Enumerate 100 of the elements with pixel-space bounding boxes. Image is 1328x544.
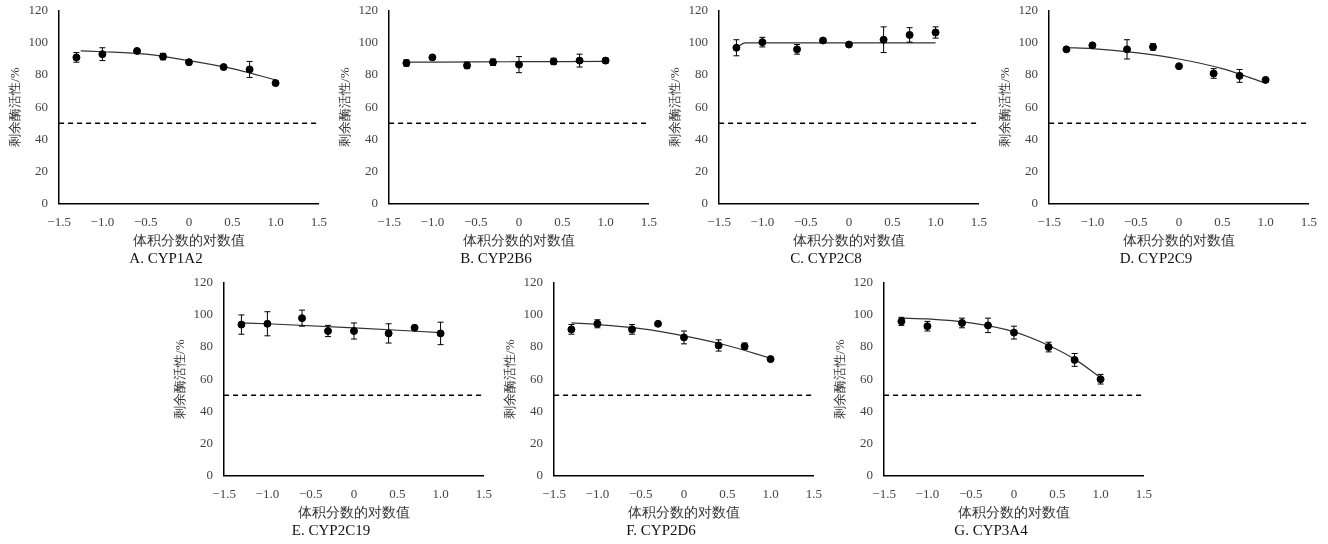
text: C. CYP2C8 [790, 249, 862, 266]
y-tick-label: 40 [860, 402, 874, 418]
y-tick-label: 80 [530, 338, 544, 354]
point [263, 319, 272, 328]
x-tick-label: 1.5 [475, 485, 492, 501]
x-tick-label: 1.0 [1092, 485, 1109, 501]
x-tick-label: 1.5 [310, 213, 327, 229]
x-axis-title: 体积分数的对数值 [297, 505, 410, 521]
y-tick-label: 20 [200, 434, 214, 450]
point [410, 323, 419, 332]
y-tick-label: 100 [688, 34, 709, 50]
x-tick-label: −1.0 [750, 213, 775, 229]
x-axis-title: 体积分数的对数值 [792, 233, 905, 249]
point [133, 46, 142, 55]
y-axis-title: 剩余酶活性/% [337, 67, 353, 147]
text: F. CYP2D6 [626, 521, 697, 538]
y-tick-label: 100 [193, 306, 214, 322]
x-tick-label: 1.5 [1135, 485, 1152, 501]
y-tick-label: 80 [365, 66, 379, 82]
y-tick-label: 0 [701, 195, 709, 211]
x-tick-label: 0.5 [224, 213, 241, 229]
x-tick-label: −0.5 [463, 213, 488, 229]
y-tick-label: 40 [200, 402, 214, 418]
y-tick-label: 40 [1025, 130, 1039, 146]
x-tick-label: 1.5 [640, 213, 657, 229]
y-tick-label: 40 [365, 130, 379, 146]
x-tick-label: −1.5 [47, 213, 71, 229]
x-tick-label: 0.5 [719, 485, 736, 501]
y-tick-label: 20 [35, 162, 49, 178]
x-tick-label: 0.5 [389, 485, 406, 501]
x-tick-label: 0.5 [1214, 213, 1231, 229]
x-tick-label: −1.0 [420, 213, 445, 229]
y-tick-label: 120 [358, 2, 379, 18]
x-tick-label: −1.0 [255, 485, 280, 501]
x-tick-label: −0.5 [958, 485, 983, 501]
text: E. CYP2C19 [291, 521, 371, 538]
x-tick-label: −1.5 [707, 213, 731, 229]
y-tick-label: 40 [695, 130, 709, 146]
x-axis-title: 体积分数的对数值 [1122, 233, 1235, 249]
y-tick-label: 100 [1018, 34, 1039, 50]
y-tick-label: 0 [536, 467, 544, 483]
y-tick-label: 0 [206, 467, 214, 483]
point [819, 36, 828, 45]
y-axis-title: 剩余酶活性/% [502, 339, 518, 419]
y-tick-label: 120 [688, 2, 709, 18]
y-tick-label: 20 [530, 434, 544, 450]
y-tick-label: 0 [41, 195, 49, 211]
y-axis-title: 剩余酶活性/% [832, 339, 848, 419]
point [654, 319, 663, 328]
y-tick-label: 80 [35, 66, 49, 82]
text: A. CYP1A2 [129, 249, 203, 266]
x-tick-label: 1.0 [762, 485, 779, 501]
x-tick-label: 1.0 [267, 213, 284, 229]
y-tick-label: 60 [695, 98, 709, 114]
x-tick-label: 1.0 [597, 213, 614, 229]
x-tick-label: −1.5 [872, 485, 896, 501]
y-axis-title: 剩余酶活性/% [172, 339, 188, 419]
x-tick-label: −1.5 [542, 485, 566, 501]
y-tick-label: 60 [365, 98, 379, 114]
y-tick-label: 0 [371, 195, 379, 211]
y-tick-label: 120 [193, 274, 214, 290]
y-axis-title: 剩余酶活性/% [667, 67, 683, 147]
point [879, 35, 888, 44]
x-tick-label: −1.5 [1037, 213, 1061, 229]
x-tick-label: 1.0 [432, 485, 449, 501]
y-tick-label: 20 [695, 162, 709, 178]
y-tick-label: 120 [523, 274, 544, 290]
x-axis-title: 体积分数的对数值 [132, 233, 245, 249]
point [436, 329, 445, 338]
y-tick-label: 100 [358, 34, 379, 50]
y-tick-label: 20 [1025, 162, 1039, 178]
text: D. CYP2C9 [1119, 249, 1193, 266]
y-tick-label: 60 [35, 98, 49, 114]
point [1062, 45, 1071, 54]
point [905, 30, 914, 39]
x-tick-label: −0.5 [298, 485, 323, 501]
y-tick-label: 100 [28, 34, 49, 50]
x-tick-label: −1.0 [915, 485, 940, 501]
x-tick-label: 1.5 [1300, 213, 1317, 229]
y-axis-title: 剩余酶活性/% [997, 67, 1013, 147]
y-tick-label: 0 [866, 467, 874, 483]
y-tick-label: 100 [523, 306, 544, 322]
point [844, 40, 853, 49]
y-tick-label: 60 [1025, 98, 1039, 114]
text: G. CYP3A4 [954, 521, 1029, 538]
y-tick-label: 40 [35, 130, 49, 146]
point [1261, 75, 1270, 84]
x-tick-label: −0.5 [628, 485, 653, 501]
point [245, 65, 254, 74]
point [237, 320, 246, 329]
x-tick-label: 1.0 [1257, 213, 1274, 229]
y-tick-label: 100 [853, 306, 874, 322]
point [766, 355, 775, 364]
x-tick-label: 0.5 [884, 213, 901, 229]
point [219, 63, 228, 72]
y-tick-label: 80 [1025, 66, 1039, 82]
x-tick-label: −0.5 [133, 213, 158, 229]
y-tick-label: 60 [860, 370, 874, 386]
x-tick-label: 0.5 [1049, 485, 1066, 501]
text: B. CYP2B6 [460, 249, 533, 266]
